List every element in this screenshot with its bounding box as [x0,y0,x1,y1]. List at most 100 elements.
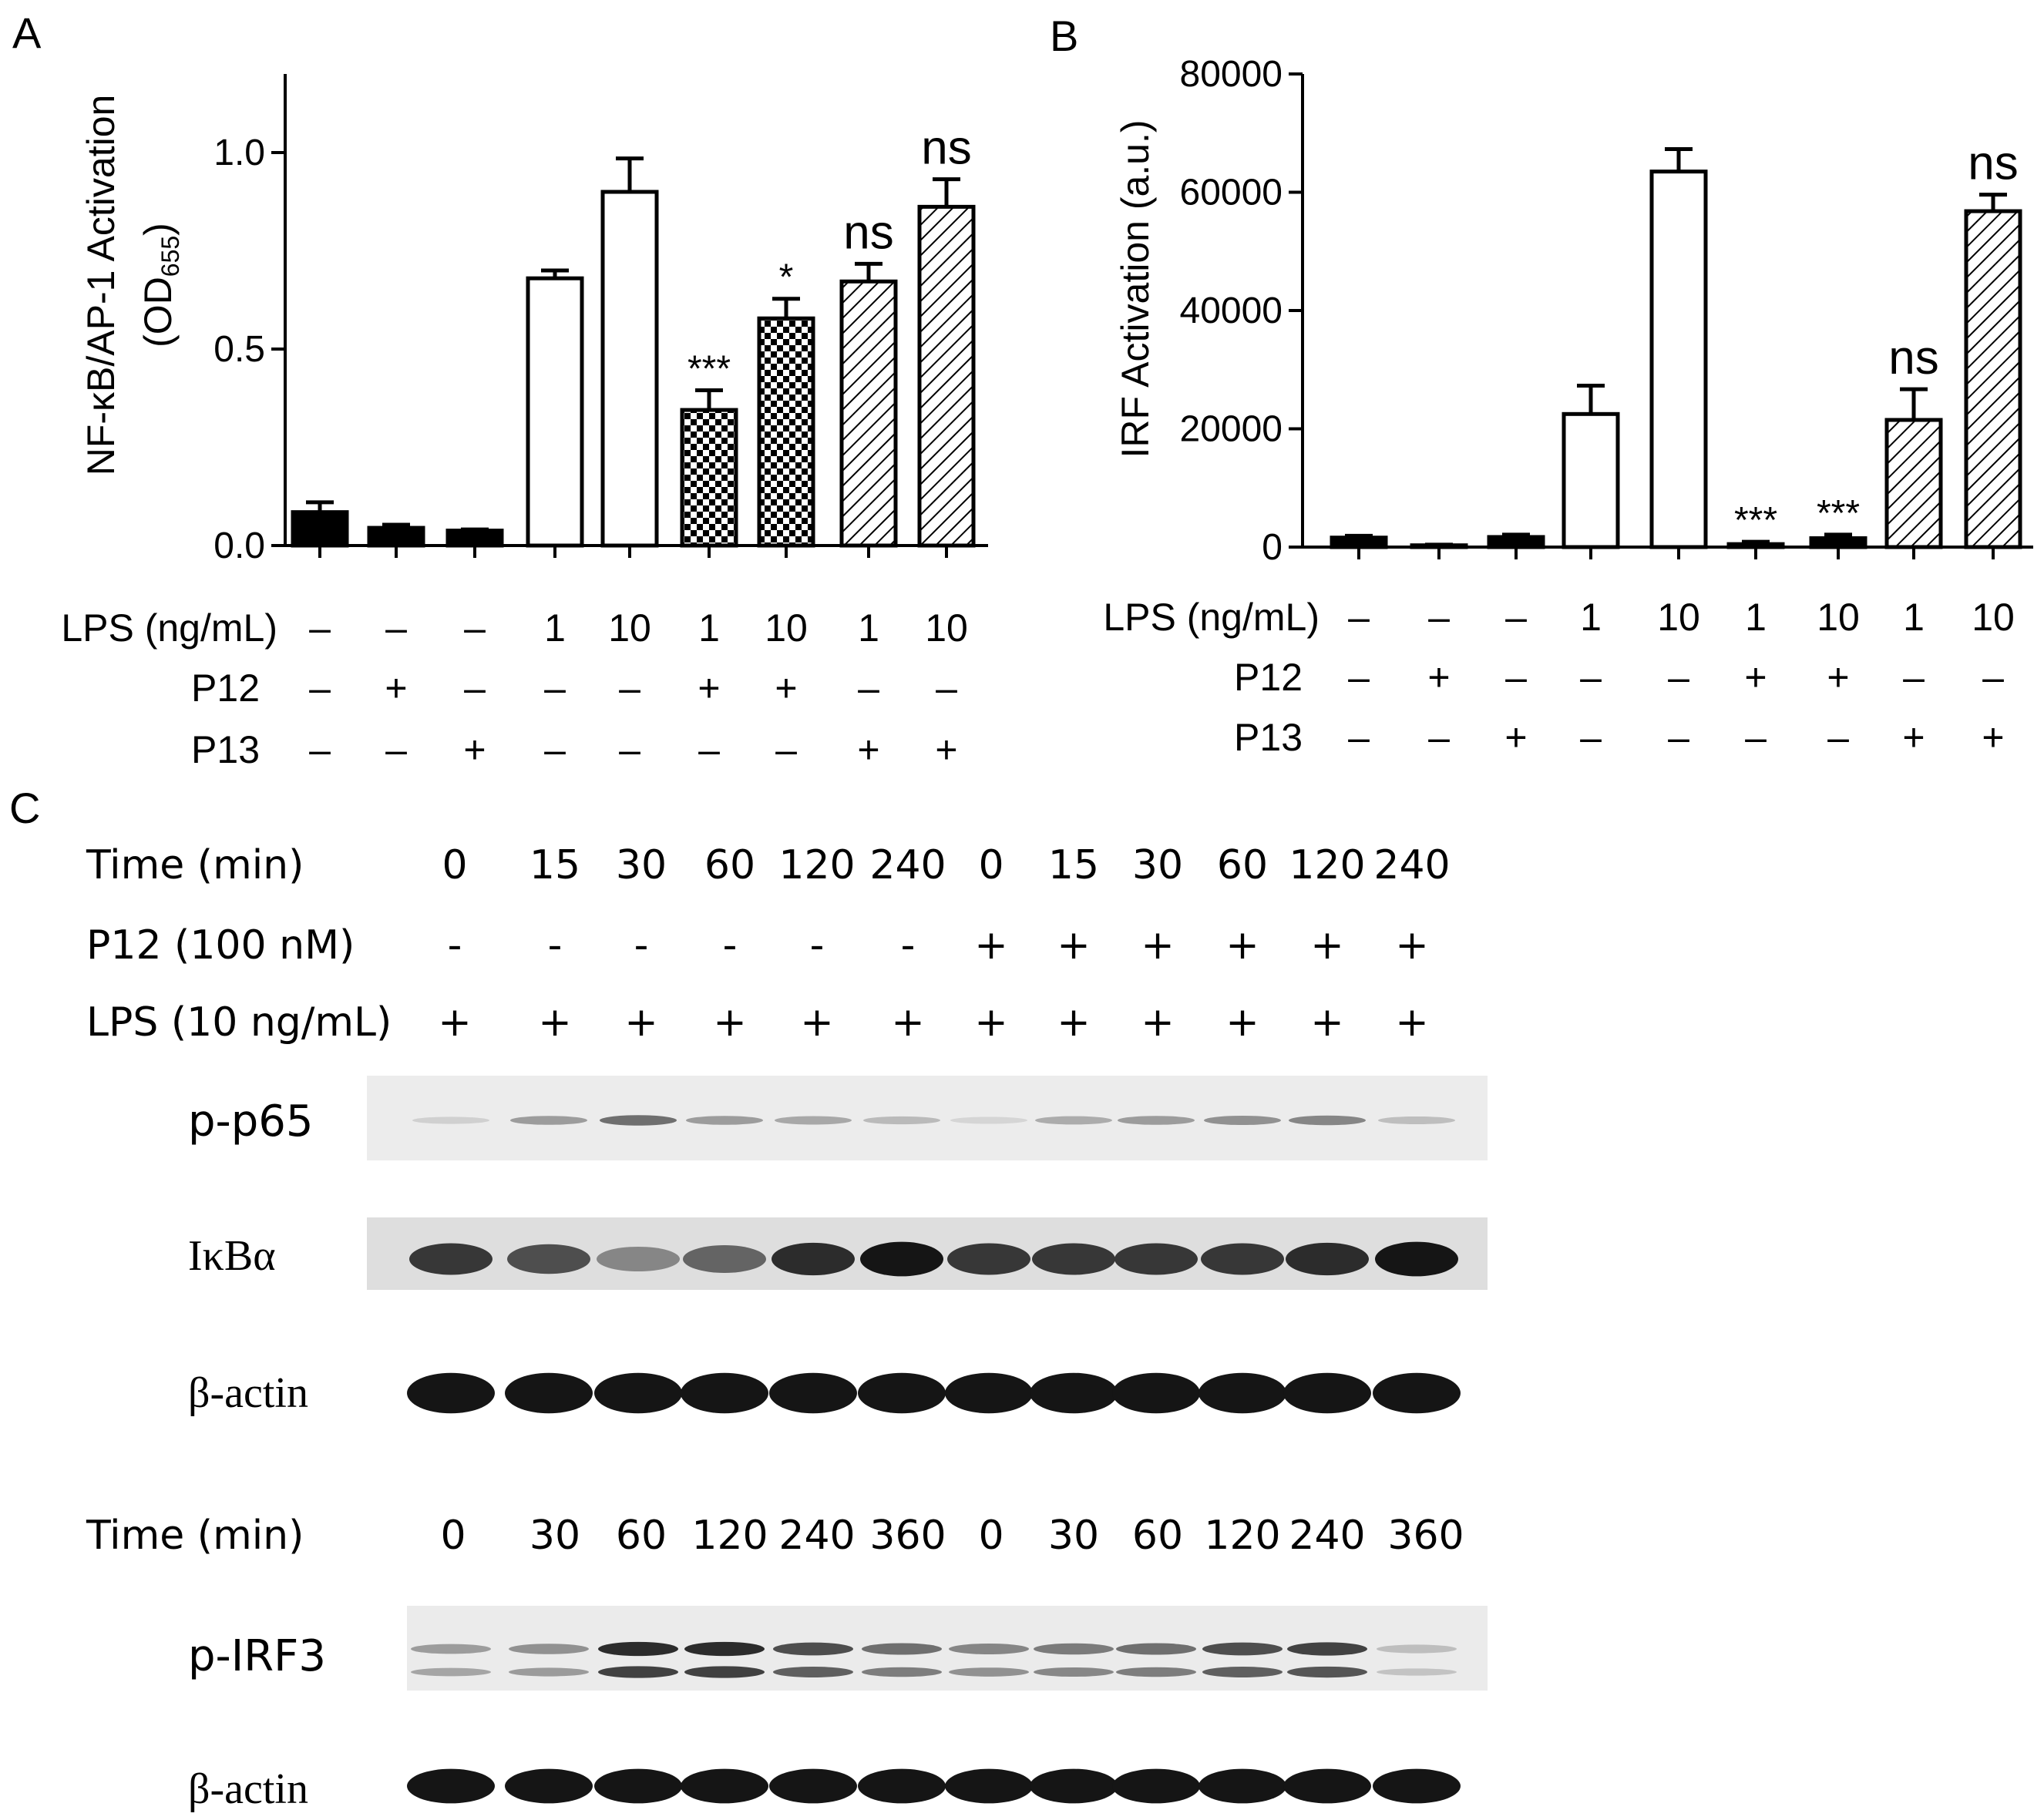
blot1-time-label: Time (min) [86,842,304,888]
panel-b-condition-value: + [1744,656,1767,699]
blot2-band [769,1768,857,1804]
blot2-band [945,1768,1033,1804]
panel-a-condition-value: – [309,728,331,771]
blot1-band [683,1245,766,1273]
blot1-lps-value: + [1310,999,1344,1046]
panel-b-y-tick-label: 60000 [1180,173,1283,213]
panel-a-bar [291,510,349,548]
panel-a-condition-label: LPS (ng/mL) [61,606,277,650]
panel-a-condition-value: – [464,667,486,710]
panel-b-condition-value: – [1428,596,1450,639]
blot2-band-lower [598,1666,678,1678]
panel-b-condition-value: – [1348,716,1370,759]
blot1-p12-value: - [901,922,916,969]
blot1-band [1201,1243,1284,1275]
panel-a-bar [917,204,976,548]
panel-b-y-tick-label: 80000 [1180,54,1283,95]
panel-b-bar [1964,209,2022,549]
blot1-p12-value: + [1057,922,1091,969]
blot2-band [684,1641,765,1657]
blot2-band [594,1768,682,1804]
blot1-band [1112,1372,1200,1414]
panel-a-condition-value: – [936,667,957,710]
panel-b-chart: 0 20000 40000 60000 80000 *** *** ns ns LPS (ng/m… [1103,54,2033,759]
blot1-band [1030,1372,1118,1414]
blot1-band [1114,1243,1198,1275]
panel-b-condition-value: – [1668,716,1689,759]
blot2-band-lower [1287,1666,1367,1678]
blot2-band [1287,1642,1367,1656]
blot1-lps-value: + [1141,999,1175,1046]
blot1-band [505,1372,593,1414]
panel-a-ylabel: NF-κB/AP-1 Activation (OD655) [79,95,184,476]
blot2-band-lower [773,1667,853,1677]
blot1-p12-value: - [448,922,462,969]
blot1-p12-value: + [1310,922,1344,969]
blot1-band [597,1246,680,1272]
blot1-band [1289,1115,1366,1126]
blot1-bands: p-p65 IκBα β-actin [188,1076,1488,1436]
blot2-band-lower [1034,1667,1114,1677]
panel-b-condition-value: – [1580,716,1602,759]
panel-b-condition-value: 1 [1580,596,1602,639]
blot1-band [1035,1116,1112,1125]
blot1-p12-values: - - - - - - + + + + + + [448,922,1429,969]
blot2-band [1030,1768,1118,1804]
panel-b-condition-value: 1 [1745,596,1767,639]
blot2-band-lower [862,1667,942,1677]
panel-b-significance-label: ns [1888,331,1938,384]
blot1-band [772,1242,855,1276]
panel-label-c: C [9,784,40,832]
blot1-lps-value: + [1225,999,1259,1046]
panel-b-bar [1330,536,1388,549]
blot2-time-value: 240 [778,1513,855,1559]
blot1-band [1283,1372,1371,1414]
blot2-band [407,1768,495,1804]
blot2-band [858,1768,946,1804]
blot1-p12-value: + [1395,922,1429,969]
panel-label-a: A [12,8,42,57]
blot1-band [681,1372,768,1414]
blot1-band [947,1243,1030,1275]
blot1-lps-value: + [713,999,747,1046]
blot1-band [600,1115,677,1126]
blot2-band-lower [949,1667,1029,1677]
blot1-band [858,1372,946,1414]
panel-b-significance-label: ns [1968,137,2018,190]
blot1-band-label: β-actin [188,1369,308,1417]
blot1-lps-value: + [438,999,472,1046]
blot1-time-value: 120 [1289,842,1365,888]
panel-b-condition-value: 10 [1817,596,1860,639]
panel-b-bar [1884,418,1943,549]
panel-b-bar [1487,535,1545,549]
blot2-band [1283,1768,1371,1804]
blot2-time-value: 30 [529,1513,580,1559]
blot1-lps-value: + [974,999,1008,1046]
blot1-lps-label: LPS (10 ng/mL) [86,999,392,1046]
panel-a-condition-value: + [935,728,957,771]
blot2-band [1198,1768,1286,1804]
blot2-time-value: 0 [978,1513,1004,1559]
blot1-band [686,1116,763,1125]
panel-a-condition-value: 10 [925,606,968,650]
blot2-band-lower [1202,1667,1283,1677]
panel-label-b: B [1050,12,1078,60]
blot2-band [1377,1644,1457,1654]
blot1-lps-value: + [891,999,925,1046]
panel-b-condition-value: – [1505,656,1527,699]
blot2-time-value: 0 [440,1513,466,1559]
blot1-band-label: IκBα [188,1232,276,1280]
panel-b-condition-value: – [1348,596,1370,639]
panel-a-bar [757,316,815,548]
blot1-time-value: 15 [529,842,580,888]
panel-a-condition-value: – [698,728,720,771]
panel-a-significance-label: ns [843,206,893,259]
panel-a-condition-value: + [463,728,486,771]
blot1-band [412,1117,489,1124]
panel-a-ylabel-line2: (OD655) [136,223,184,348]
blot2-band-lower [411,1667,491,1677]
blot1-band [945,1372,1033,1414]
panel-a-bar [445,529,504,548]
blot2-time-value: 360 [1387,1513,1464,1559]
